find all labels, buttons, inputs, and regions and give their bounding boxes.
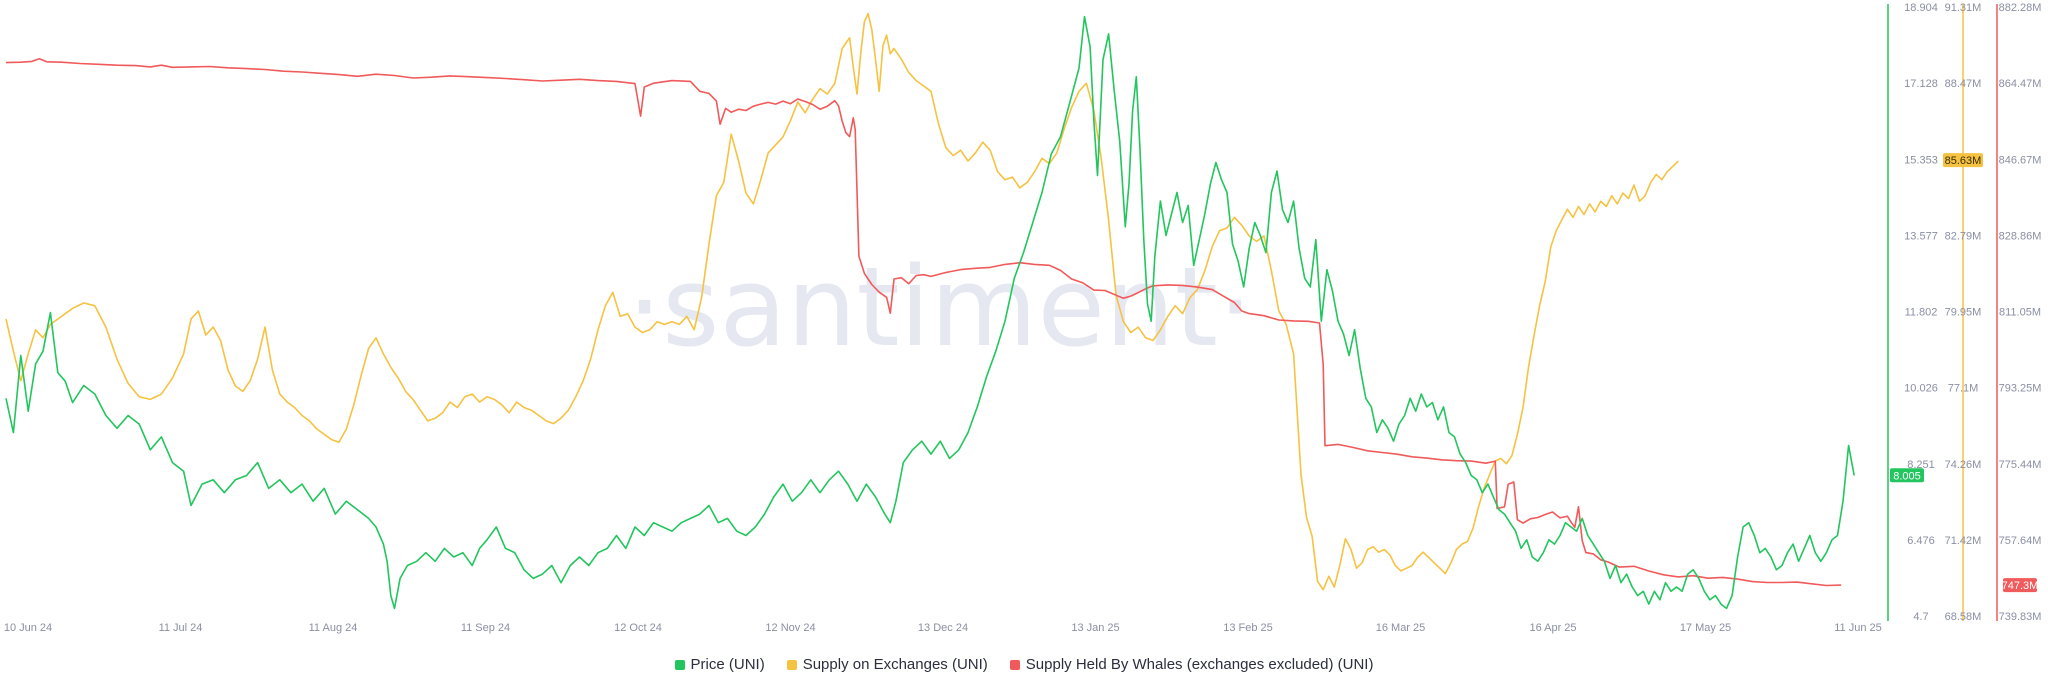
legend-label-whales: Supply Held By Whales (exchanges exclude…: [1025, 656, 1374, 673]
y-tick-label-price: 15.353: [1904, 154, 1938, 166]
last-value-badge-whales: [2003, 578, 2037, 593]
x-tick-label: 13 Feb 25: [1223, 622, 1273, 634]
y-tick-label-whales: 864.47M: [1999, 78, 2042, 90]
y-tick-label-whales: 739.83M: [1999, 611, 2042, 623]
y-tick-label-price: 13.577: [1904, 230, 1938, 242]
y-tick-label-price: 10.026: [1904, 383, 1938, 395]
y-tick-label-price: 18.904: [1904, 2, 1938, 14]
x-tick-label: 16 Apr 25: [1529, 622, 1576, 634]
x-tick-label: 10 Jun 24: [4, 622, 52, 634]
y-tick-label-supply: 74.26M: [1945, 459, 1982, 471]
x-tick-label: 11 Sep 24: [461, 622, 510, 634]
series-line-whales: [5, 58, 1842, 587]
y-tick-label-supply: 88.47M: [1945, 78, 1982, 90]
y-tick-label-supply: 82.79M: [1945, 230, 1982, 242]
x-tick-label: 13 Dec 24: [918, 622, 968, 634]
y-tick-label-whales: 793.25M: [1999, 383, 2042, 395]
legend-label-price: Price (UNI): [690, 656, 765, 673]
x-tick-label: 11 Jul 24: [159, 622, 203, 634]
y-tick-label-price: 17.128: [1904, 78, 1938, 90]
last-value-badge-supply: [1943, 153, 1983, 168]
legend-swatch-supply: [786, 659, 797, 670]
series-layer: [5, 12, 1855, 610]
x-tick-label: 12 Nov 24: [765, 622, 815, 634]
y-tick-label-price: 6.476: [1907, 535, 1935, 547]
y-tick-label-supply: 79.95M: [1945, 307, 1982, 319]
legend-swatch-whales: [1009, 659, 1020, 670]
y-tick-label-whales: 775.44M: [1999, 459, 2042, 471]
x-tick-label: 17 May 25: [1680, 622, 1731, 634]
y-tick-label-supply: 91.31M: [1945, 2, 1982, 14]
legend-item-supply[interactable]: Supply on Exchanges (UNI): [786, 656, 988, 673]
y-tick-label-supply: 71.42M: [1945, 535, 1982, 547]
last-value-badge-price: [1890, 468, 1924, 483]
y-tick-label-price: 11.802: [1905, 307, 1938, 319]
y-tick-label-whales: 846.67M: [1999, 154, 2042, 166]
legend-item-whales[interactable]: Supply Held By Whales (exchanges exclude…: [1009, 656, 1374, 673]
x-tick-label: 13 Jan 25: [1071, 622, 1119, 634]
legend: Price (UNI) Supply on Exchanges (UNI) Su…: [0, 656, 2048, 673]
y-tick-label-whales: 811.05M: [1999, 307, 2041, 319]
x-tick-label: 16 Mar 25: [1376, 622, 1426, 634]
last-value-label-whales: 747.3M: [2002, 580, 2039, 592]
y-tick-label-whales: 882.28M: [1999, 2, 2042, 14]
axes-layer: 10 Jun 24 11 Jul 24 11 Aug 24 11 Sep 24 12 O…: [4, 2, 2042, 634]
y-tick-label-whales: 828.86M: [1999, 230, 2042, 242]
x-tick-label: 12 Oct 24: [614, 622, 662, 634]
legend-swatch-price: [674, 659, 685, 670]
y-tick-label-whales: 757.64M: [1999, 535, 2042, 547]
y-tick-label-price: 8.251: [1907, 459, 1935, 471]
last-value-label-supply: 85.63M: [1945, 155, 1982, 167]
series-line-price: [5, 15, 1855, 610]
y-tick-label-supply: 68.58M: [1945, 611, 1982, 623]
series-line-supply: [5, 12, 1679, 591]
y-tick-label-price: 4.7: [1913, 611, 1928, 623]
watermark: ·santiment·: [627, 243, 1253, 371]
x-tick-label: 11 Jun 25: [1834, 622, 1882, 634]
x-tick-label: 11 Aug 24: [309, 622, 358, 634]
last-value-label-price: 8.005: [1893, 470, 1921, 482]
y-tick-label-supply: 77.1M: [1948, 383, 1979, 395]
legend-item-price[interactable]: Price (UNI): [674, 656, 765, 673]
legend-label-supply: Supply on Exchanges (UNI): [802, 656, 988, 673]
